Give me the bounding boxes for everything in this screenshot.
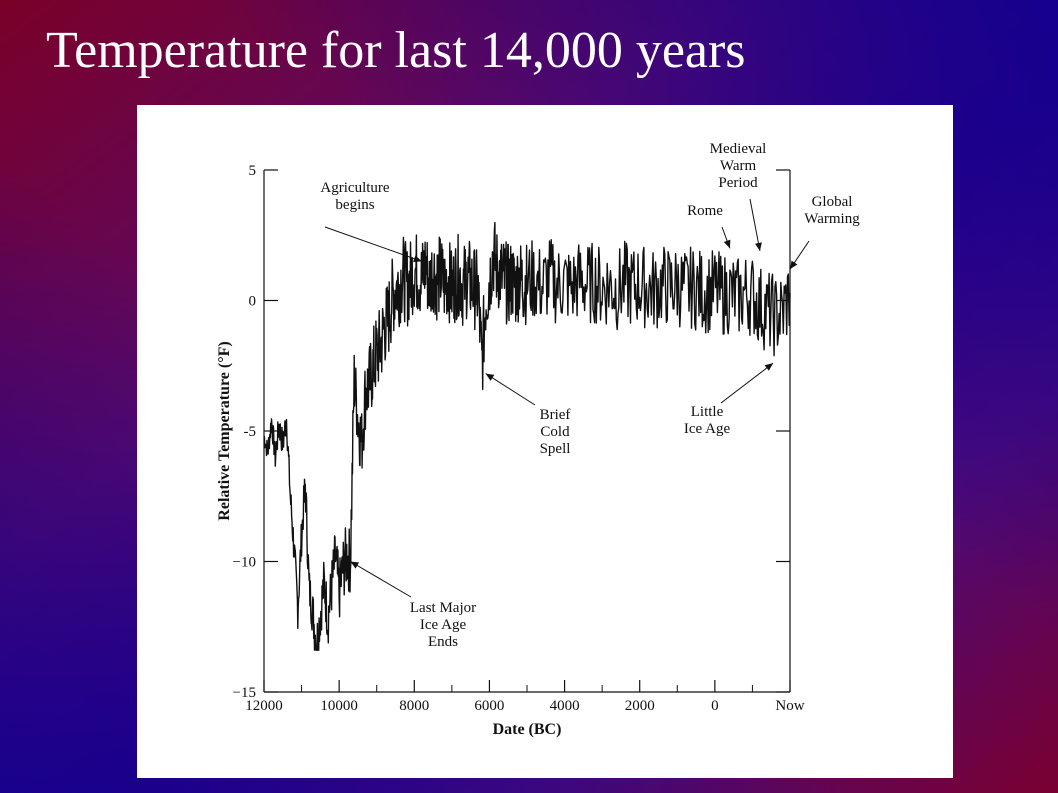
- x-tick-label: 12000: [245, 698, 283, 714]
- annotation-arrowhead: [350, 561, 360, 569]
- annotation-line: Warming: [804, 211, 860, 227]
- annotation-line: Agriculture: [320, 180, 389, 196]
- x-tick-label: 0: [711, 698, 719, 714]
- chart-annotations: Agriculture begins Brief Cold Spell Last Majo…: [320, 141, 860, 650]
- annotation-arrowhead: [723, 239, 731, 249]
- annotation-arrowhead: [790, 260, 798, 270]
- annotation-line: begins: [335, 197, 374, 213]
- annotation: Last Major Ice Age Ends: [350, 561, 476, 650]
- annotation-line: Ice Age: [420, 617, 467, 633]
- annotation-arrow: [720, 362, 774, 404]
- annotation-line: Spell: [540, 441, 571, 457]
- annotation: Rome: [687, 203, 731, 249]
- annotation-line: Warm: [720, 158, 757, 174]
- annotation-line: Cold: [540, 424, 570, 440]
- y-tick-label: 5: [249, 163, 257, 179]
- annotation-label: Little Ice Age: [684, 404, 731, 437]
- x-tick-label: 4000: [550, 698, 580, 714]
- annotation-arrow: [350, 561, 412, 598]
- annotation-line: Ends: [428, 634, 458, 650]
- x-tick-label: 6000: [474, 698, 504, 714]
- annotation-label: Brief Cold Spell: [540, 407, 571, 457]
- annotation-arrowhead: [485, 373, 495, 381]
- annotation-line: Period: [718, 175, 758, 191]
- annotation-line: Little: [691, 404, 724, 420]
- annotation-arrowhead: [764, 363, 774, 371]
- annotation: Medieval Warm Period: [710, 141, 767, 252]
- y-tick-label: −10: [233, 555, 256, 571]
- annotation: Brief Cold Spell: [485, 373, 571, 457]
- annotation-line: Last Major: [410, 600, 476, 616]
- x-tick-label: Now: [775, 698, 804, 714]
- annotation-arrowhead: [413, 255, 422, 262]
- x-tick-label: 2000: [625, 698, 655, 714]
- annotation-label: Rome: [687, 203, 723, 219]
- y-tick-label: −15: [233, 685, 256, 701]
- annotation-line: Rome: [687, 203, 723, 219]
- annotation: Agriculture begins: [320, 180, 422, 262]
- annotation-label: Agriculture begins: [320, 180, 389, 213]
- annotation-line: Global: [812, 194, 853, 210]
- chart-panel: 5 0 -5 −10 −15 12000 10000 8000 6000 4000 2000 0 Now…: [137, 105, 953, 778]
- slide-title: Temperature for last 14,000 years: [46, 22, 746, 79]
- annotation-line: Medieval: [710, 141, 767, 157]
- annotation-label: Last Major Ice Age Ends: [410, 600, 476, 650]
- y-tick-label: 0: [249, 294, 257, 310]
- annotation-line: Ice Age: [684, 421, 731, 437]
- annotation-arrow: [324, 226, 422, 262]
- x-tick-label: 10000: [320, 698, 358, 714]
- y-axis-label: Relative Temperature (°F): [216, 341, 233, 520]
- chart-series: [263, 221, 791, 651]
- annotation: Global Warming: [789, 194, 860, 270]
- y-tick-label: -5: [244, 424, 257, 440]
- x-axis-label: Date (BC): [493, 721, 562, 738]
- annotation-line: Brief: [540, 407, 571, 423]
- annotation-arrowhead: [755, 242, 762, 251]
- x-tick-label: 8000: [399, 698, 429, 714]
- temperature-series-line: [263, 221, 791, 651]
- annotation: Little Ice Age: [684, 362, 774, 437]
- annotation-label: Medieval Warm Period: [710, 141, 767, 191]
- annotation-arrow: [749, 198, 761, 252]
- annotation-label: Global Warming: [804, 194, 860, 227]
- annotation-arrow: [485, 373, 536, 406]
